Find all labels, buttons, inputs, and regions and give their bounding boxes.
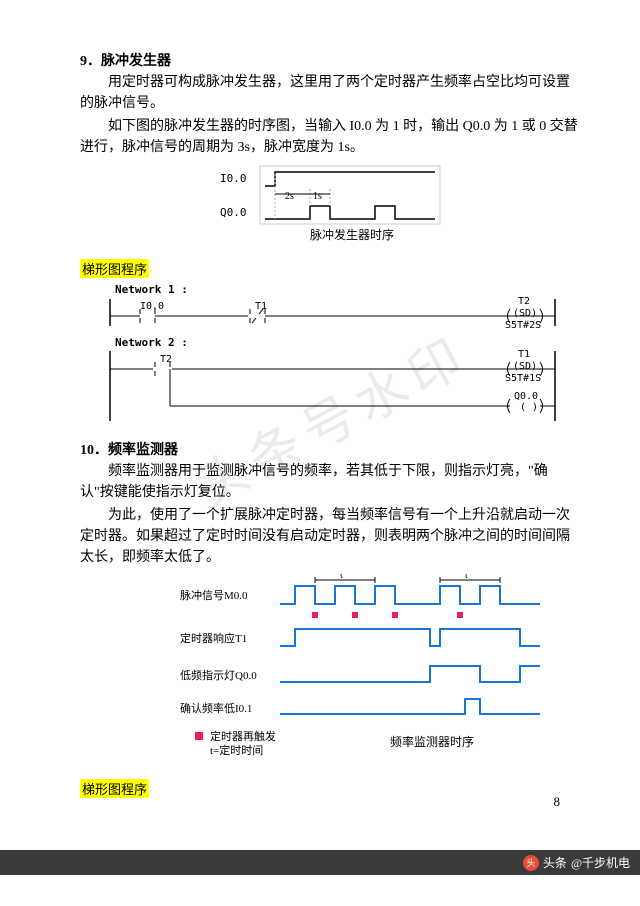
timing1-t1: 2s xyxy=(285,191,294,202)
footer-bar: 头 头条 @千步机电 xyxy=(0,850,640,875)
t2-legend2: t=定时时间 xyxy=(210,743,263,757)
timing1-t2: 1s xyxy=(313,191,322,202)
svg-text:S5T#1S: S5T#1S xyxy=(505,373,541,384)
toutiao-icon: 头 xyxy=(523,855,539,871)
svg-text:T2: T2 xyxy=(518,296,530,307)
page-number: 8 xyxy=(554,794,561,810)
svg-text:I0.0: I0.0 xyxy=(140,301,164,312)
ladder-label-1: 梯形图程序 xyxy=(80,259,149,278)
svg-text:t: t xyxy=(340,574,343,581)
t2-sig1: 脉冲信号M0.0 xyxy=(180,588,248,602)
t2-sig4: 确认频率低I0.1 xyxy=(180,701,252,715)
net2-label: Network 2 : xyxy=(115,336,188,349)
timing1-sig2: Q0.0 xyxy=(220,206,247,219)
footer-prefix: 头条 xyxy=(543,854,567,871)
t2-caption: 频率监测器时序 xyxy=(390,734,474,749)
footer-author: @千步机电 xyxy=(571,854,630,871)
t2-sig3: 低频指示灯Q0.0 xyxy=(180,668,257,682)
timing-diagram-2: 脉冲信号M0.0 t t 定时器响应T1 低频指示灯Q0.0 确认频率低I0.1 xyxy=(180,574,540,769)
svg-text:t: t xyxy=(465,574,468,581)
ladder-label-2: 梯形图程序 xyxy=(80,779,149,798)
svg-text:( ): ( ) xyxy=(520,402,538,413)
section9-p1: 用定时器可构成脉冲发生器，这里用了两个定时器产生频率占空比均可设置的脉冲信号。 xyxy=(80,72,580,114)
section10-title: 10．频率监测器 xyxy=(80,439,580,459)
t2-sig2: 定时器响应T1 xyxy=(180,631,247,645)
section9-title: 9．脉冲发生器 xyxy=(80,50,580,70)
section9-p2: 如下图的脉冲发生器的时序图，当输入 I0.0 为 1 时，输出 Q0.0 为 1… xyxy=(80,116,580,158)
pulse-timing-svg: I0.0 Q0.0 2s 1s 脉冲发生器时序 xyxy=(215,164,445,244)
net1-label: Network 1 : xyxy=(115,283,188,296)
svg-text:(SD): (SD) xyxy=(513,308,537,319)
svg-text:S5T#2S: S5T#2S xyxy=(505,320,541,331)
section10-p2: 为此，使用了一个扩展脉冲定时器，每当频率信号有一个上升沿就启动一次定时器。如果超… xyxy=(80,505,580,568)
svg-text:(SD): (SD) xyxy=(513,361,537,372)
ladder-diagram: Network 1 : I0.0 T1 T2 (SD) S5T#2S Netwo… xyxy=(100,281,560,429)
svg-text:T1: T1 xyxy=(518,349,530,360)
svg-text:Q0.0: Q0.0 xyxy=(514,391,538,402)
section10-p1: 频率监测器用于监测脉冲信号的频率，若其低于下限，则指示灯亮，"确认"按键能使指示… xyxy=(80,461,580,503)
timing-diagram-1: I0.0 Q0.0 2s 1s 脉冲发生器时序 xyxy=(80,164,580,249)
timing1-sig1: I0.0 xyxy=(220,172,247,185)
t2-legend1: 定时器再触发 xyxy=(210,729,276,743)
timing1-caption: 脉冲发生器时序 xyxy=(310,227,394,242)
